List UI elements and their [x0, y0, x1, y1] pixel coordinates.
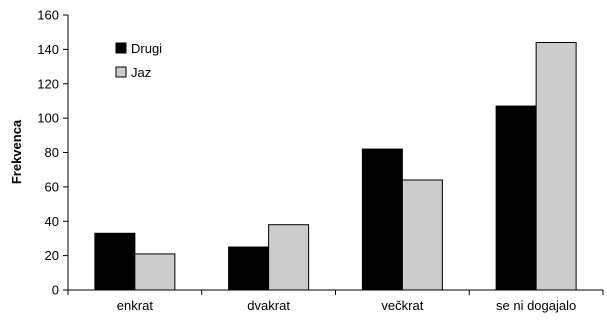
y-tick-label: 160 [37, 8, 59, 23]
bar-drugi-2 [228, 246, 270, 291]
bar-jaz-2 [268, 224, 310, 291]
y-tick-label: 80 [45, 145, 59, 160]
y-axis: 0 20 40 60 80 100 120 140 160 [37, 8, 69, 298]
legend: Drugi Jaz [115, 41, 162, 80]
bar-jaz-4 [535, 42, 577, 291]
y-tick-label: 40 [45, 214, 59, 229]
legend-swatch-jaz [115, 66, 127, 78]
legend-label-jaz: Jaz [131, 65, 151, 80]
x-tick-label: večkrat [381, 298, 423, 313]
legend-label-drugi: Drugi [131, 41, 162, 56]
x-tick-label: enkrat [117, 298, 154, 313]
y-tick-label: 100 [37, 111, 59, 126]
x-tick-label: se ni dogajalo [496, 298, 576, 313]
x-tick-label: dvakrat [247, 298, 290, 313]
y-tick-label: 60 [45, 179, 59, 194]
y-tick-label: 0 [52, 283, 59, 298]
bars [94, 42, 577, 291]
y-tick-label: 20 [45, 248, 59, 263]
y-tick-label: 140 [37, 42, 59, 57]
x-axis: enkrat dvakrat večkrat se ni dogajalo [67, 289, 604, 313]
y-axis-title: Frekvenca [9, 119, 24, 184]
bar-drugi-3 [361, 148, 403, 291]
legend-swatch-drugi [115, 42, 127, 54]
bar-jaz-3 [401, 179, 443, 291]
bar-jaz-1 [134, 253, 176, 291]
bar-drugi-1 [94, 232, 136, 291]
bar-drugi-4 [495, 105, 537, 291]
y-tick-label: 120 [37, 76, 59, 91]
